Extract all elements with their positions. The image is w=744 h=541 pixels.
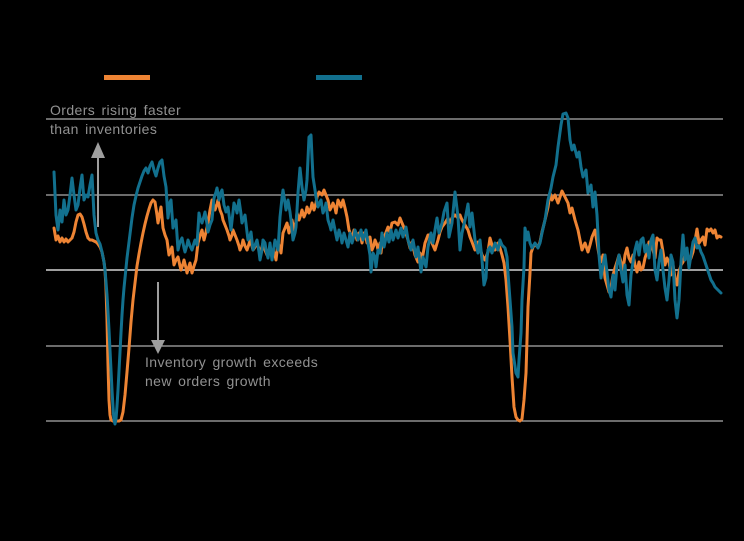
legend-swatch-orange-series <box>104 75 150 80</box>
annotation-line: Orders rising faster <box>50 102 182 118</box>
annotation-orders-rising-faster: Orders rising faster than inventories <box>50 101 181 139</box>
annotation-inventory-growth-exceeds: Inventory growth exceeds new orders grow… <box>145 353 318 391</box>
legend-swatch-teal-series <box>316 75 362 80</box>
annotation-line: Inventory growth exceeds <box>145 354 319 370</box>
annotation-line: new orders growth <box>145 373 271 389</box>
annotation-line: than inventories <box>50 121 158 137</box>
